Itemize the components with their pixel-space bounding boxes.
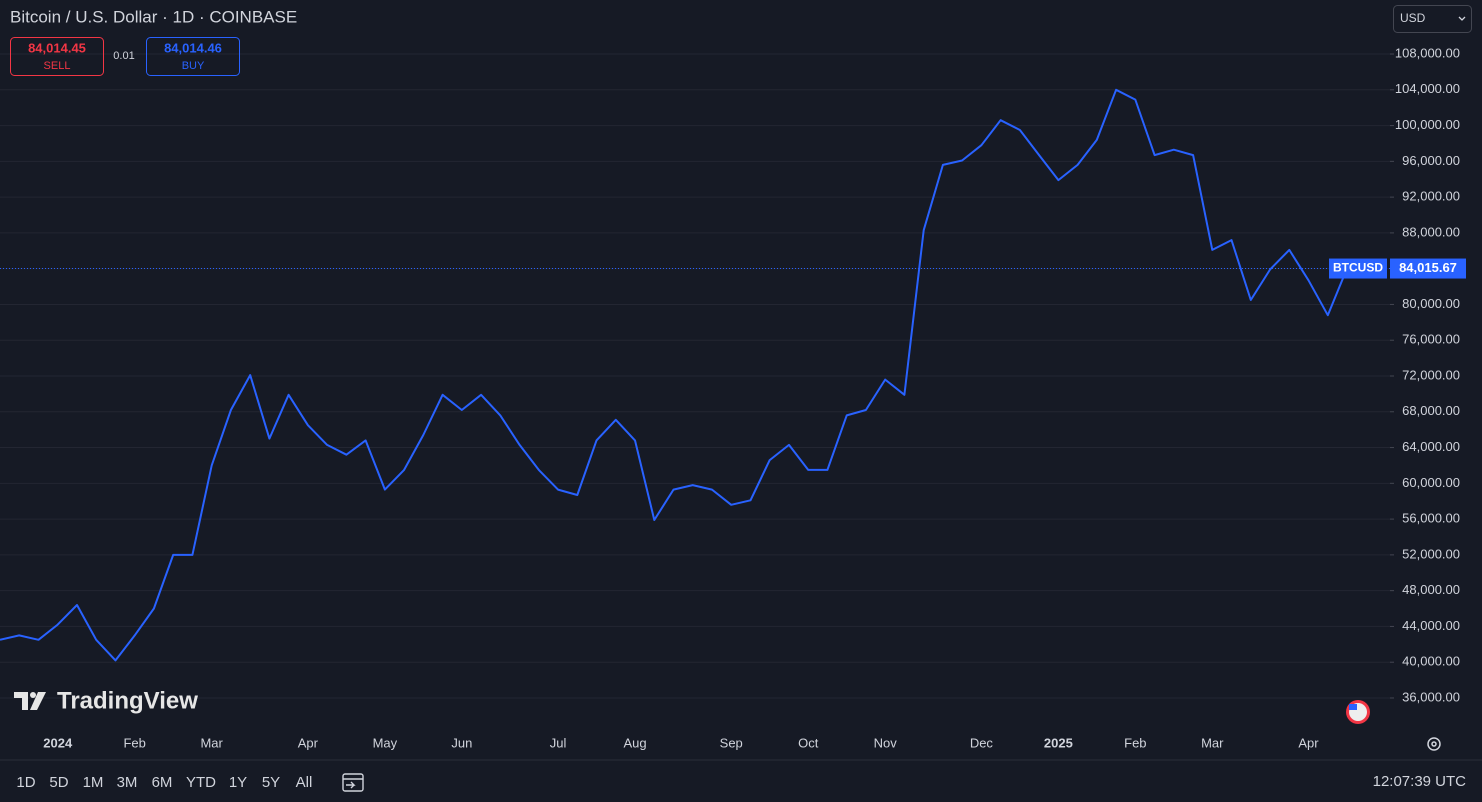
y-tick-label: 104,000.00 (1395, 81, 1460, 96)
range-button[interactable]: 5Y (262, 774, 280, 791)
x-tick-label: Nov (874, 735, 898, 750)
range-button[interactable]: 5D (49, 774, 68, 791)
x-tick-label: Jun (451, 735, 472, 750)
logo (14, 692, 46, 710)
x-tick-label: May (373, 735, 398, 750)
settings-icon[interactable] (1427, 737, 1441, 751)
currency: USD (1400, 11, 1426, 25)
y-tick-label: 92,000.00 (1402, 189, 1460, 204)
x-tick-label: Feb (123, 735, 145, 750)
y-tick-label: 72,000.00 (1402, 367, 1460, 382)
range-button[interactable]: 1Y (229, 774, 247, 791)
compare-icon[interactable] (342, 773, 364, 792)
y-tick-label: 108,000.00 (1395, 45, 1460, 60)
y-tick-label: 68,000.00 (1402, 403, 1460, 418)
x-tick-label: Apr (298, 735, 319, 750)
y-tick-label: 36,000.00 (1402, 689, 1460, 704)
y-tick-label: 96,000.00 (1402, 153, 1460, 168)
sell-price: 84,014.45 (28, 40, 86, 55)
y-tick-label: 60,000.00 (1402, 475, 1460, 490)
y-tick-label: 48,000.00 (1402, 582, 1460, 597)
sell-label: SELL (44, 60, 71, 72)
x-tick-label: Oct (798, 735, 819, 750)
buy-label: BUY (182, 60, 205, 72)
range-button[interactable]: All (296, 774, 313, 791)
x-tick-label: Sep (720, 735, 743, 750)
sell-button[interactable] (10, 37, 104, 76)
x-tick-label: 2025 (1044, 735, 1073, 750)
symbol-label: BTCUSD (1333, 261, 1383, 275)
currency-select[interactable] (1393, 5, 1472, 33)
range-button[interactable]: 1D (16, 774, 35, 791)
range-button[interactable]: 1M (83, 774, 104, 791)
last-price-tag (1390, 258, 1466, 279)
chart-title: Bitcoin / U.S. Dollar · 1D · COINBASE (10, 7, 297, 26)
x-tick-label: Feb (1124, 735, 1146, 750)
spread: 0.01 (113, 50, 134, 62)
y-tick-label: 76,000.00 (1402, 332, 1460, 347)
last-price-label: 84,015.67 (1399, 260, 1457, 275)
range-button[interactable]: 3M (117, 774, 138, 791)
watermark: TradingView (57, 687, 198, 714)
y-tick-label: 44,000.00 (1402, 618, 1460, 633)
y-tick-label: 56,000.00 (1402, 511, 1460, 526)
range-button[interactable]: YTD (186, 774, 216, 791)
x-tick-label: 2024 (43, 735, 73, 750)
x-tick-label: Jul (550, 735, 567, 750)
buy-price: 84,014.46 (164, 40, 222, 55)
x-tick-label: Dec (970, 735, 994, 750)
range-button[interactable]: 6M (152, 774, 173, 791)
x-tick-label: Apr (1298, 735, 1319, 750)
y-tick-label: 88,000.00 (1402, 224, 1460, 239)
y-tick-label: 80,000.00 (1402, 296, 1460, 311)
x-tick-label: Mar (1201, 735, 1224, 750)
x-tick-label: Mar (200, 735, 223, 750)
y-tick-label: 52,000.00 (1402, 546, 1460, 561)
buy-button[interactable] (146, 37, 240, 76)
clock: 12:07:39 UTC (1373, 773, 1467, 790)
y-tick-label: 100,000.00 (1395, 117, 1460, 132)
flag-icon[interactable] (1346, 700, 1370, 724)
symbol-tag (1329, 258, 1387, 279)
y-tick-label: 40,000.00 (1402, 654, 1460, 669)
price-line (0, 88, 1348, 662)
y-tick-label: 64,000.00 (1402, 439, 1460, 454)
dropdown-caret (1458, 16, 1466, 21)
x-tick-label: Aug (623, 735, 646, 750)
